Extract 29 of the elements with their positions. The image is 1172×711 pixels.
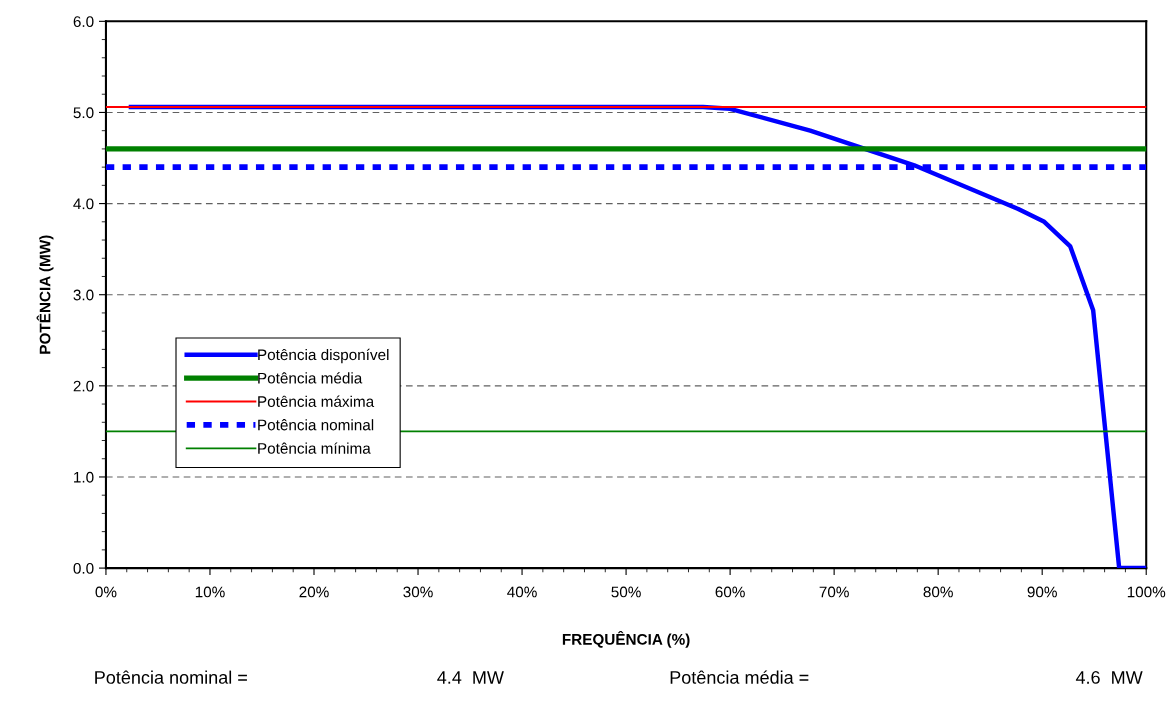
legend-label: Potência média — [258, 372, 363, 384]
text: Potência nominal = — [95, 670, 247, 684]
x-tick-label: 40% — [507, 586, 537, 598]
x-tick-label: 80% — [923, 586, 953, 598]
legend-label: Potência disponível — [258, 348, 389, 364]
x-tick-label: 90% — [1027, 586, 1057, 598]
x-tick-label: 30% — [403, 586, 433, 598]
y-tick-label: 5.0 — [73, 107, 94, 119]
x-axis-title: FREQUÊNCIA (%) — [562, 630, 690, 648]
y-tick-label: 0.0 — [73, 562, 94, 574]
text: 4.4 MW — [437, 671, 504, 684]
y-tick-label: 2.0 — [73, 380, 94, 392]
text: 4.6 MW — [1075, 671, 1143, 684]
x-tick-label: 60% — [715, 586, 745, 598]
text: Potência média = — [670, 670, 809, 684]
x-tick-label: 100% — [1127, 586, 1166, 598]
x-tick-label: 10% — [195, 586, 225, 598]
x-tick-label: 20% — [299, 586, 329, 598]
legend-label: Potência máxima — [258, 395, 375, 407]
legend-label: Potência mínima — [258, 442, 371, 454]
legend-label: Potência nominal — [258, 419, 374, 431]
y-tick-label: 3.0 — [73, 289, 94, 301]
y-tick-label: 6.0 — [73, 16, 94, 28]
y-tick-label: 4.0 — [73, 198, 94, 210]
x-tick-label: 50% — [611, 586, 641, 598]
y-tick-label: 1.0 — [74, 471, 94, 483]
y-axis-title: POTÊNCIA (MW) — [36, 235, 54, 354]
x-tick-label: 0% — [95, 586, 117, 598]
x-tick-label: 70% — [819, 586, 849, 598]
